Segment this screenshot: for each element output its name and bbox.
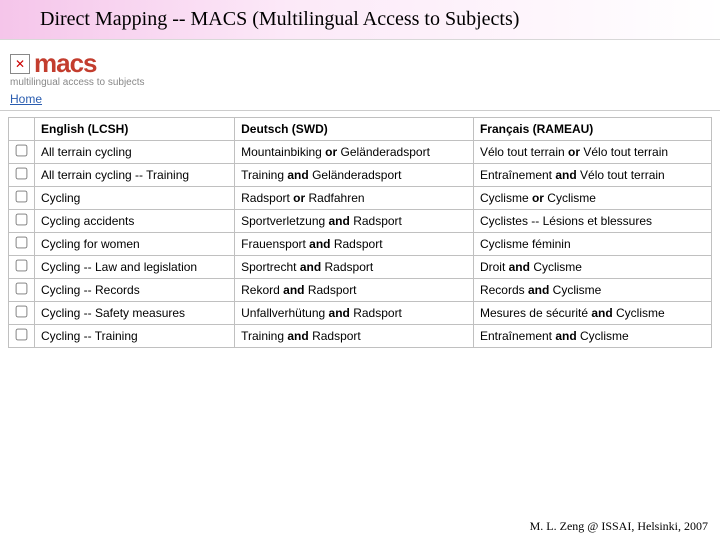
operator: and [306, 237, 334, 251]
cell-english: Cycling -- Training [35, 325, 235, 348]
operator: or [290, 191, 309, 205]
cell-deutsch: Frauensport and Radsport [235, 233, 474, 256]
cell-francais: Entraînement and Vélo tout terrain [473, 164, 711, 187]
table-row: Cycling -- Safety measuresUnfallverhütun… [9, 302, 712, 325]
table-wrap: English (LCSH) Deutsch (SWD) Français (R… [0, 111, 720, 348]
table-row: Cycling -- Law and legislationSportrecht… [9, 256, 712, 279]
cell-deutsch: Sportrecht and Radsport [235, 256, 474, 279]
row-checkbox[interactable] [16, 214, 28, 226]
table-row: All terrain cyclingMountainbiking or Gel… [9, 141, 712, 164]
row-checkbox[interactable] [16, 329, 28, 341]
cell-english: Cycling for women [35, 233, 235, 256]
operator: and [588, 306, 616, 320]
cell-english: Cycling [35, 187, 235, 210]
row-checkbox-cell [9, 141, 35, 164]
row-checkbox[interactable] [16, 191, 28, 203]
cell-deutsch: Sportverletzung and Radsport [235, 210, 474, 233]
logo-area: ✕ macs multilingual access to subjects [0, 40, 720, 90]
row-checkbox-cell [9, 233, 35, 256]
operator: or [565, 145, 584, 159]
row-checkbox-cell [9, 164, 35, 187]
row-checkbox-cell [9, 187, 35, 210]
table-body: All terrain cyclingMountainbiking or Gel… [9, 141, 712, 348]
logo-tagline: multilingual access to subjects [10, 77, 720, 88]
row-checkbox-cell [9, 302, 35, 325]
operator: and [280, 283, 308, 297]
header-checkbox [9, 118, 35, 141]
nav-home[interactable]: Home [0, 90, 720, 111]
table-row: Cycling accidentsSportverletzung and Rad… [9, 210, 712, 233]
row-checkbox[interactable] [16, 260, 28, 272]
table-row: All terrain cycling -- TrainingTraining … [9, 164, 712, 187]
cell-francais: Droit and Cyclisme [473, 256, 711, 279]
cell-deutsch: Radsport or Radfahren [235, 187, 474, 210]
operator: and [284, 168, 312, 182]
row-checkbox-cell [9, 279, 35, 302]
cell-francais: Cyclisme or Cyclisme [473, 187, 711, 210]
cell-english: Cycling -- Records [35, 279, 235, 302]
operator: or [529, 191, 548, 205]
operator: and [505, 260, 533, 274]
row-checkbox-cell [9, 325, 35, 348]
header-deutsch: Deutsch (SWD) [235, 118, 474, 141]
cell-francais: Cyclistes -- Lésions et blessures [473, 210, 711, 233]
operator: and [525, 283, 553, 297]
row-checkbox-cell [9, 256, 35, 279]
table-row: Cycling for womenFrauensport and Radspor… [9, 233, 712, 256]
cell-english: All terrain cycling -- Training [35, 164, 235, 187]
cell-english: Cycling accidents [35, 210, 235, 233]
table-row: Cycling -- TrainingTraining and Radsport… [9, 325, 712, 348]
cell-francais: Cyclisme féminin [473, 233, 711, 256]
operator: and [325, 214, 353, 228]
cell-francais: Mesures de sécurité and Cyclisme [473, 302, 711, 325]
operator: and [284, 329, 312, 343]
header-english: English (LCSH) [35, 118, 235, 141]
row-checkbox[interactable] [16, 145, 28, 157]
row-checkbox[interactable] [16, 283, 28, 295]
cell-deutsch: Mountainbiking or Geländeradsport [235, 141, 474, 164]
footer-credit: M. L. Zeng @ ISSAI, Helsinki, 2007 [530, 519, 708, 534]
row-checkbox-cell [9, 210, 35, 233]
header-francais: Français (RAMEAU) [473, 118, 711, 141]
cell-francais: Entraînement and Cyclisme [473, 325, 711, 348]
table-row: CyclingRadsport or RadfahrenCyclisme or … [9, 187, 712, 210]
cell-francais: Vélo tout terrain or Vélo tout terrain [473, 141, 711, 164]
row-checkbox[interactable] [16, 168, 28, 180]
mapping-table: English (LCSH) Deutsch (SWD) Français (R… [8, 117, 712, 348]
operator: and [325, 306, 353, 320]
page-title: Direct Mapping -- MACS (Multilingual Acc… [40, 8, 700, 31]
broken-image-icon: ✕ [10, 54, 30, 74]
operator: and [552, 329, 580, 343]
cell-francais: Records and Cyclisme [473, 279, 711, 302]
row-checkbox[interactable] [16, 237, 28, 249]
title-bar: Direct Mapping -- MACS (Multilingual Acc… [0, 0, 720, 40]
row-checkbox[interactable] [16, 306, 28, 318]
cell-deutsch: Rekord and Radsport [235, 279, 474, 302]
cell-english: All terrain cycling [35, 141, 235, 164]
cell-deutsch: Training and Radsport [235, 325, 474, 348]
cell-deutsch: Unfallverhütung and Radsport [235, 302, 474, 325]
cell-english: Cycling -- Safety measures [35, 302, 235, 325]
table-row: Cycling -- RecordsRekord and RadsportRec… [9, 279, 712, 302]
operator: or [322, 145, 341, 159]
cell-english: Cycling -- Law and legislation [35, 256, 235, 279]
logo-text: macs [34, 48, 97, 79]
cell-deutsch: Training and Geländeradsport [235, 164, 474, 187]
operator: and [552, 168, 580, 182]
operator: and [296, 260, 324, 274]
logo-row: ✕ macs [10, 48, 720, 79]
